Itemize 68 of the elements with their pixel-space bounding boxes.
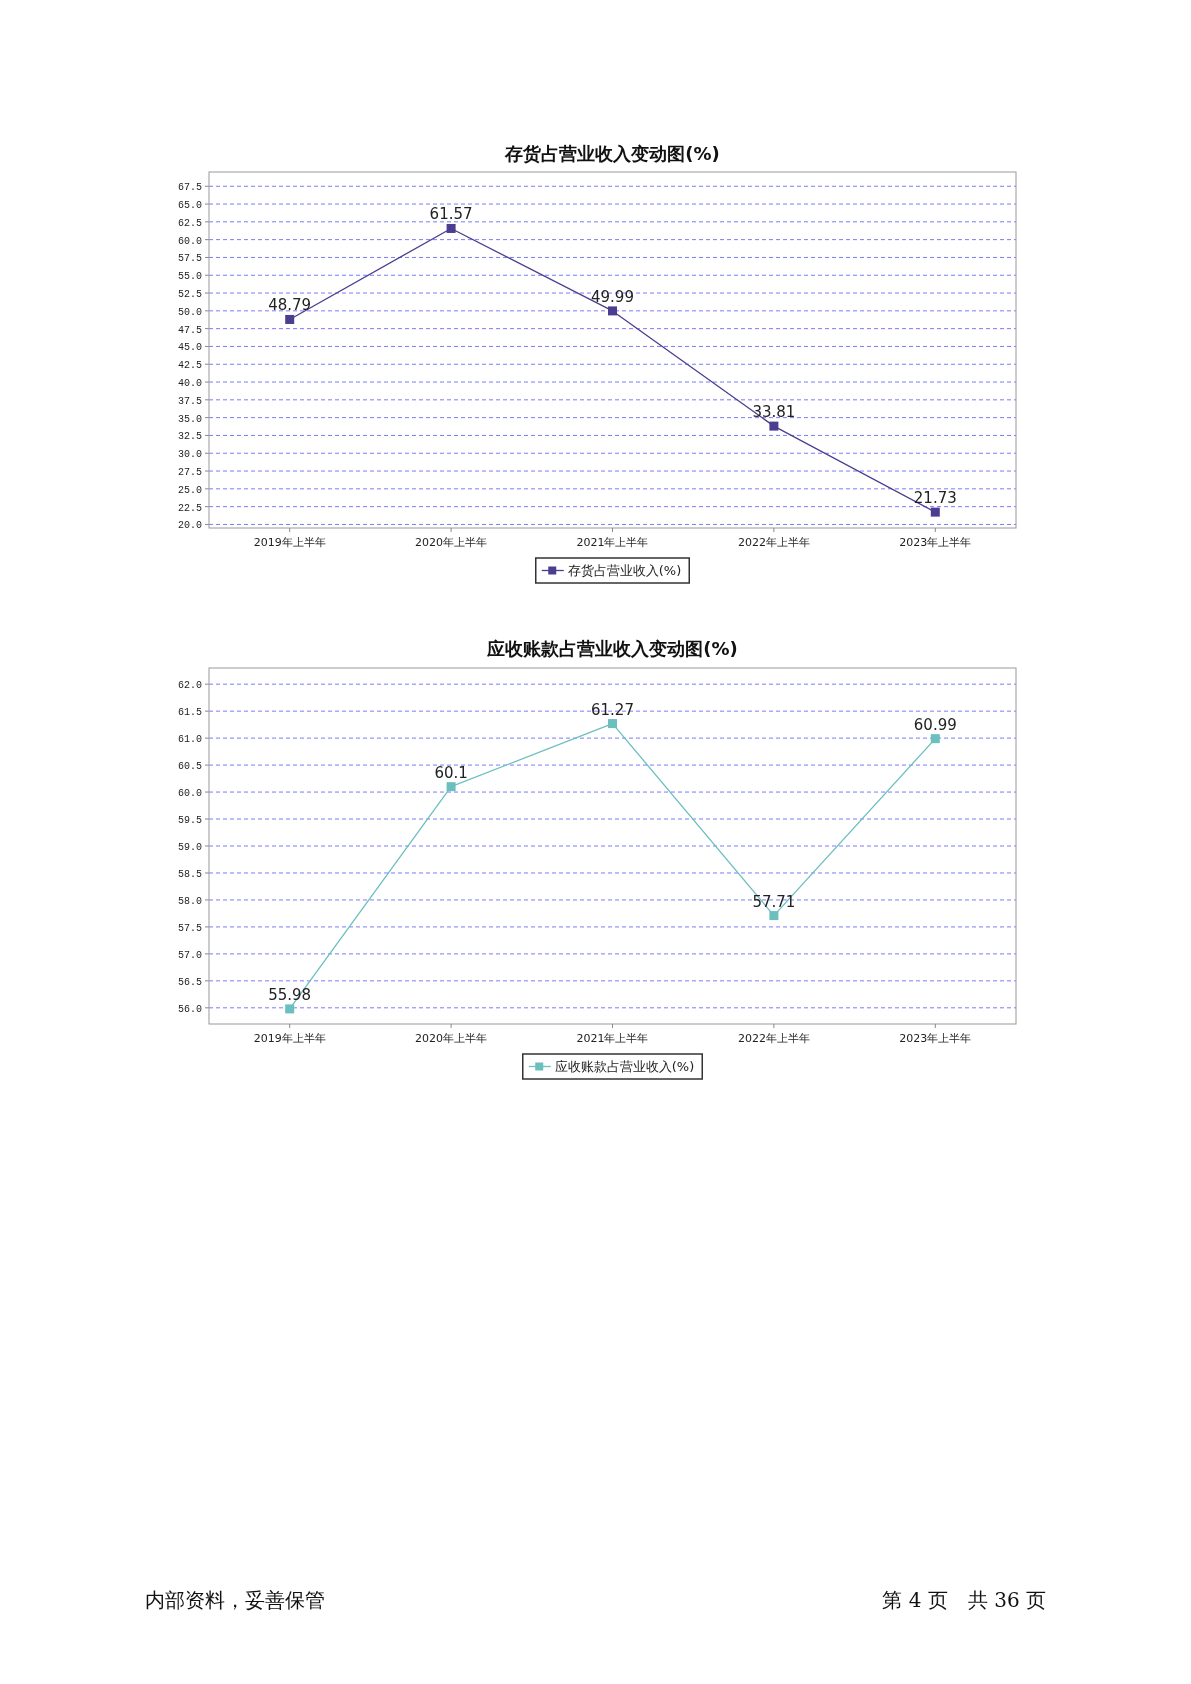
point — [930, 734, 940, 744]
legend-label: 存货占营业收入(%) — [567, 563, 682, 578]
x-tick-label: 2023年上半年 — [899, 1032, 972, 1045]
x-tick-label: 2019年上半年 — [253, 1032, 326, 1045]
y-tick-label: 37.5 — [177, 395, 202, 407]
y-tick-label: 61.5 — [177, 707, 202, 719]
y-tick-label: 61.0 — [177, 734, 202, 746]
y-tick-label: 59.5 — [177, 815, 202, 827]
y-tick-label: 35.0 — [177, 413, 202, 425]
x-tick-label: 2022年上半年 — [737, 1032, 810, 1045]
y-tick-label: 58.5 — [177, 868, 202, 880]
y-tick-label: 60.0 — [177, 788, 202, 800]
y-tick-label: 50.0 — [177, 306, 202, 318]
y-tick-label: 57.5 — [177, 922, 202, 934]
x-tick-label: 2019年上半年 — [253, 536, 326, 549]
y-tick-label: 25.0 — [177, 484, 202, 496]
y-tick-label: 52.5 — [177, 289, 202, 301]
point — [446, 223, 456, 233]
y-tick-label: 62.0 — [177, 680, 202, 692]
text: 内部资料，妥善保管 — [145, 1588, 325, 1612]
y-tick-label: 22.5 — [177, 502, 202, 514]
y-tick-label: 60.0 — [177, 235, 202, 247]
point — [446, 782, 456, 792]
text: 第 4 页 共 36 页 — [882, 1588, 1046, 1612]
y-tick-label: 59.0 — [177, 842, 202, 853]
point — [608, 306, 617, 316]
x-tick-label: 2021年上半年 — [576, 1032, 649, 1045]
y-tick-label: 40.0 — [177, 378, 202, 390]
y-tick-label: 32.5 — [177, 431, 202, 443]
y-tick-label: 62.5 — [177, 217, 202, 229]
y-tick-label: 56.0 — [177, 1003, 202, 1015]
x-tick-label: 2020年上半年 — [415, 1032, 488, 1045]
y-tick-label: 27.5 — [177, 467, 202, 479]
x-tick-label: 2021年上半年 — [576, 536, 649, 549]
y-tick-label: 47.5 — [177, 324, 202, 336]
y-tick-label: 30.0 — [177, 449, 202, 461]
point — [608, 719, 617, 729]
y-tick-label: 45.0 — [177, 342, 202, 354]
point — [285, 1004, 295, 1014]
y-tick-label: 57.0 — [177, 949, 202, 961]
data-label: 60.99 — [913, 715, 957, 734]
y-tick-label: 58.0 — [177, 895, 202, 907]
legend-label: 应收账款占营业收入(%) — [554, 1059, 695, 1074]
data-label: 60.1 — [434, 763, 468, 782]
y-tick-label: 67.5 — [177, 182, 202, 194]
y-tick-label: 55.0 — [177, 271, 202, 283]
x-tick-label: 2023年上半年 — [899, 536, 972, 549]
x-tick-label: 2020年上半年 — [415, 536, 488, 549]
y-tick-label: 65.0 — [177, 200, 202, 212]
point — [930, 507, 940, 517]
point — [769, 911, 779, 921]
chart-title: 存货占营业收入变动图(%) — [504, 143, 720, 164]
data-label: 55.98 — [268, 985, 312, 1004]
y-tick-label: 42.5 — [177, 360, 202, 372]
y-tick-label: 60.5 — [177, 761, 202, 773]
y-tick-label: 57.5 — [177, 253, 202, 265]
data-label: 48.79 — [268, 296, 312, 315]
y-tick-label: 56.5 — [177, 976, 202, 988]
chart-title: 应收账款占营业收入变动图(%) — [486, 638, 738, 659]
data-label: 61.27 — [591, 700, 634, 719]
x-tick-label: 2022年上半年 — [737, 536, 810, 549]
data-label: 33.81 — [752, 403, 796, 422]
point — [769, 421, 779, 431]
data-label: 49.99 — [591, 287, 634, 306]
point — [285, 314, 295, 324]
data-label: 61.57 — [429, 205, 473, 224]
y-tick-label: 20.0 — [177, 520, 202, 532]
data-label: 21.73 — [913, 489, 957, 508]
